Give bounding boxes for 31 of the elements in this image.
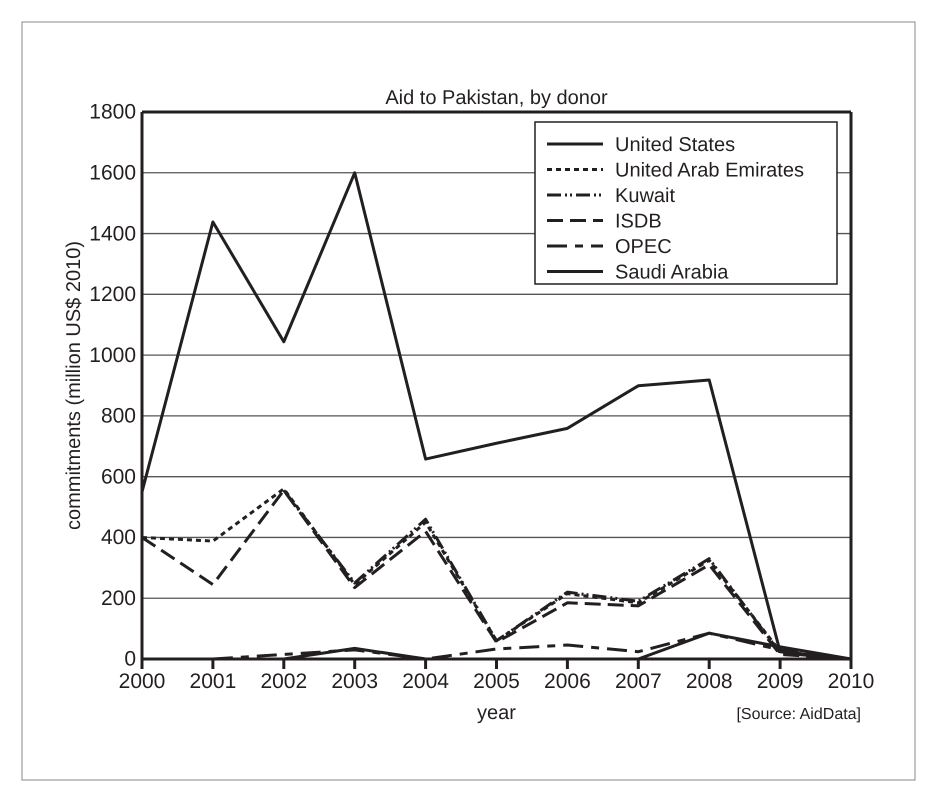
y-tick-label: 1800: [89, 100, 136, 124]
y-tick-label: 1000: [89, 344, 136, 367]
x-tick-label: 2008: [686, 670, 733, 693]
y-tick-label: 600: [100, 465, 136, 488]
x-tick-label: 2004: [402, 670, 450, 693]
x-tick-label: 2007: [614, 670, 662, 693]
legend-label: Kuwait: [615, 185, 676, 207]
x-tick-label: 2003: [331, 670, 378, 693]
chart-title: Aid to Pakistan, by donor: [385, 87, 608, 109]
x-tick-label: 2002: [260, 670, 308, 693]
x-tick-label: 2009: [756, 670, 804, 693]
legend-label: United States: [615, 134, 736, 156]
y-axis-title: commitments (million US$ 2010): [63, 241, 85, 530]
legend-label: Saudi Arabia: [615, 262, 730, 284]
x-tick-label: 2005: [473, 670, 520, 693]
y-tick-label: 800: [100, 404, 136, 428]
y-tick-label: 200: [100, 586, 136, 610]
x-axis-title: year: [477, 702, 516, 724]
x-tick-label: 2001: [190, 670, 236, 693]
y-tick-label: 1600: [89, 162, 136, 184]
y-tick-label: 0: [124, 648, 136, 671]
legend-label: ISDB: [615, 210, 662, 232]
y-tick-label: 400: [100, 526, 136, 550]
legend-label: OPEC: [615, 236, 672, 258]
x-tick-label: 2010: [828, 670, 874, 693]
y-tick-label: 1400: [89, 222, 136, 246]
x-tick-label: 2000: [118, 670, 166, 693]
y-tick-label: 1200: [89, 283, 136, 306]
legend-label: United Arab Emirates: [615, 160, 804, 182]
text: [Source: AidData]: [736, 706, 861, 723]
x-tick-label: 2006: [544, 670, 591, 693]
